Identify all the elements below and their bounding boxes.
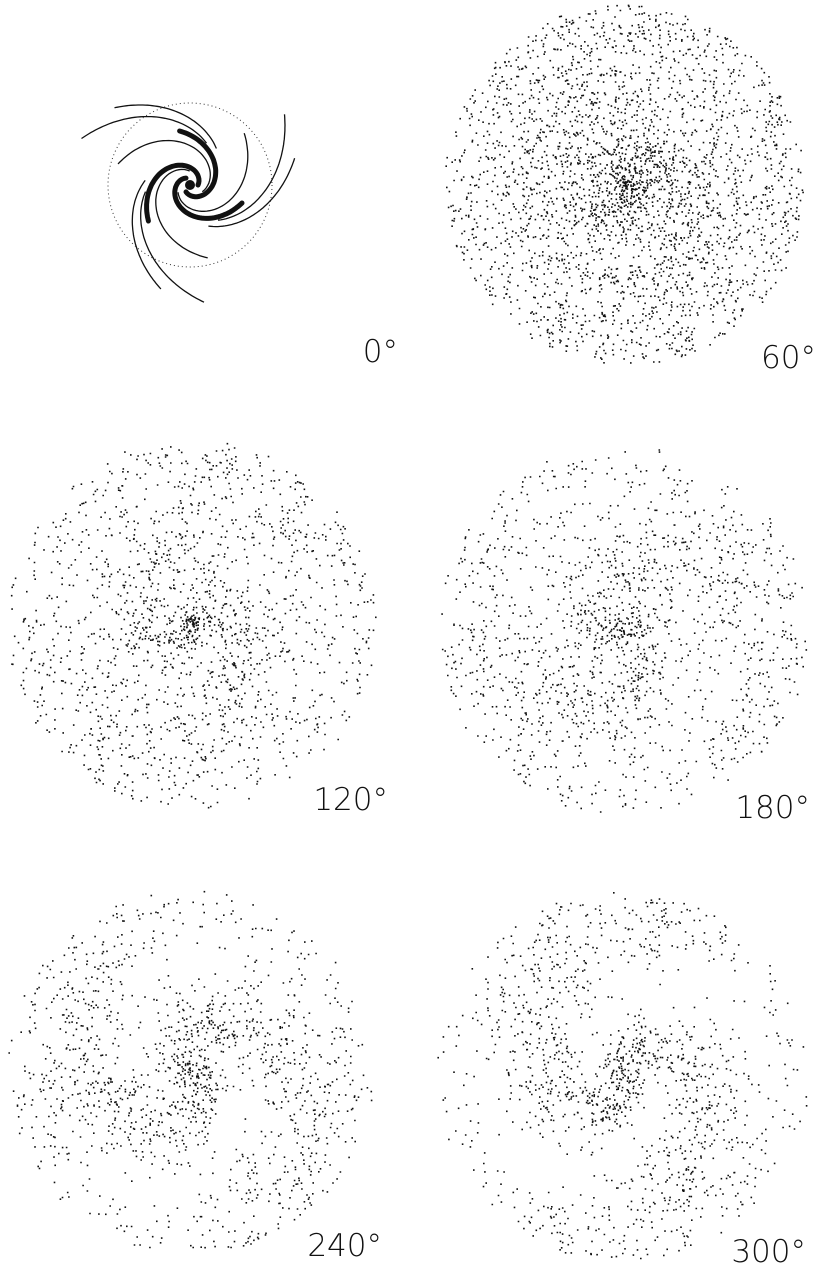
spiral-arm-outline: [82, 117, 207, 144]
figure: 0° 60° 120° 180° 240° 300°: [0, 0, 819, 1274]
particle-cloud: [11, 444, 377, 808]
particle-cloud: [8, 892, 372, 1248]
panel-label: 240°: [307, 1228, 382, 1264]
spiral-arm-outline: [141, 192, 204, 303]
particle-cloud: [441, 450, 807, 812]
particle-cloud: [437, 893, 807, 1259]
page: 0° 60° 120° 180° 240° 300° (() => { cons…: [0, 0, 819, 1274]
panel-label: 180°: [735, 790, 810, 826]
spiral-arm-outline: [218, 114, 285, 220]
core: [185, 180, 195, 190]
panel-label: 60°: [761, 340, 816, 376]
panel-label: 0°: [363, 334, 398, 370]
panel-label: 300°: [731, 1234, 806, 1270]
panel-label: 120°: [313, 782, 388, 818]
particle-cloud: [445, 5, 803, 363]
